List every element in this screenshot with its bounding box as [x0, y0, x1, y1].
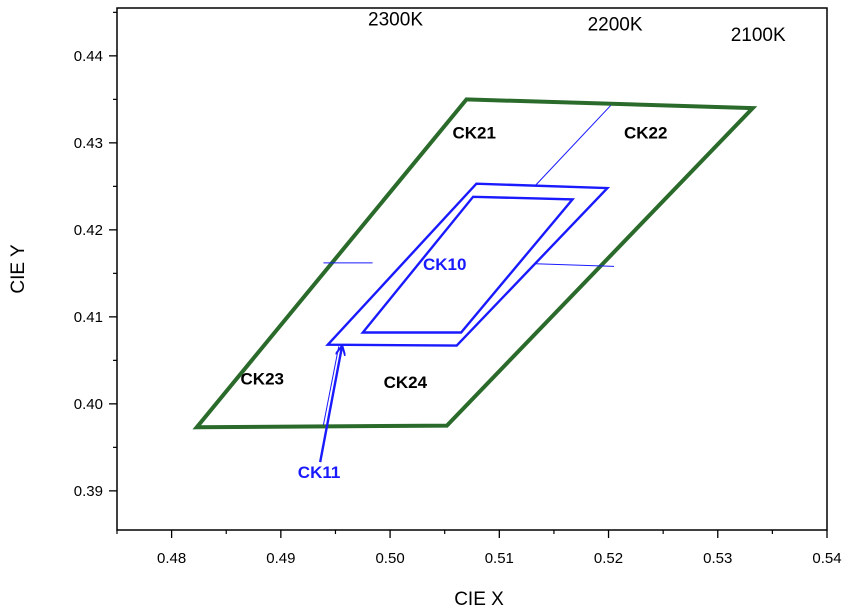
ck10-boundary	[360, 195, 576, 334]
bin-label-ck21: CK21	[452, 124, 495, 143]
y-tick-label: 0.39	[74, 483, 103, 500]
x-tick-label: 0.51	[485, 550, 514, 567]
x-tick-label: 0.49	[266, 550, 295, 567]
x-tick-label: 0.52	[594, 550, 623, 567]
plot-frame	[116, 7, 828, 531]
y-tick-label: 0.40	[74, 396, 103, 413]
bin-label-ck11: CK11	[298, 463, 341, 482]
temperature-label: 2300K	[368, 9, 423, 30]
y-axis: 0.39 0.40 0.41 0.42 0.43 0.44	[74, 11, 117, 500]
y-tick-label: 0.41	[74, 309, 103, 326]
temperature-label: 2100K	[731, 25, 786, 46]
bin-label-ck10: CK10	[423, 255, 466, 274]
ck11-boundary	[325, 182, 611, 347]
plot-border	[116, 7, 828, 531]
bin-divider-line	[535, 263, 615, 267]
y-tick-label: 0.43	[74, 135, 103, 152]
temperature-label: 2200K	[588, 15, 643, 36]
x-tick-label: 0.54	[812, 550, 841, 567]
y-axis-title: CIE Y	[8, 244, 29, 294]
bin-label-ck24: CK24	[384, 373, 428, 392]
x-tick-label: 0.50	[375, 550, 404, 567]
bin-labels: 2300K 2200K 2100K CK21 CK22 CK23 CK24 CK10 CK11	[241, 9, 786, 481]
x-axis: 0.48 0.49 0.50 0.51 0.52 0.53 0.54	[116, 530, 842, 567]
ck11-arrow	[318, 346, 342, 463]
x-tick-label: 0.48	[157, 550, 186, 567]
x-tick-label: 0.53	[703, 550, 732, 567]
bin-regions	[192, 97, 758, 463]
outer-bin-boundary	[192, 97, 758, 430]
y-tick-label: 0.44	[74, 48, 103, 65]
y-tick-label: 0.42	[74, 222, 103, 239]
bin-divider-line	[322, 346, 340, 425]
bin-divider-line	[534, 105, 612, 186]
bin-label-ck23: CK23	[241, 370, 284, 389]
x-axis-title: CIE X	[454, 589, 504, 610]
bin-label-ck22: CK22	[624, 124, 667, 143]
